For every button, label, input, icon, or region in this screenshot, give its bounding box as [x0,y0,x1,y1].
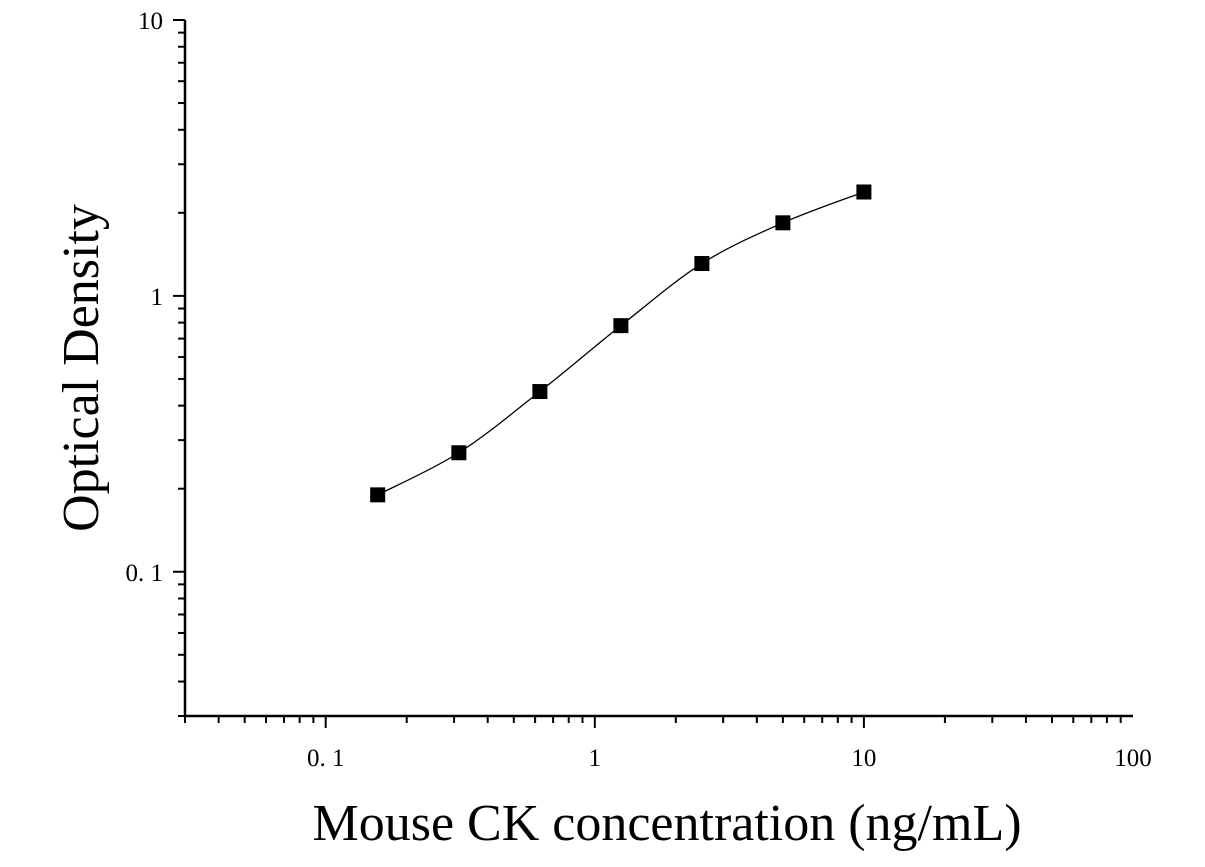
y-tick-label: 10 [138,8,163,35]
x-tick-label: 0. 1 [307,745,345,772]
x-tick-label: 10 [851,745,876,772]
x-tick-label: 1 [589,745,602,772]
fit-curve-group [377,191,865,496]
data-point [451,445,467,461]
data-point [370,487,386,503]
data-points [370,184,872,503]
data-point [694,256,710,272]
x-axis-label: Mouse CK concentration (ng/mL) [312,795,1021,852]
data-point [775,215,791,231]
y-axis-label: Optical Density [53,204,110,532]
data-point [532,384,548,400]
axes: 0. 1 1 10 100 0. 1 1 10 [126,8,1152,772]
data-point [613,318,629,334]
data-point [856,184,872,200]
y-tick-label: 1 [151,284,164,311]
fit-curve [377,191,865,496]
y-tick-label: 0. 1 [126,560,164,587]
x-tick-label: 100 [1114,745,1152,772]
